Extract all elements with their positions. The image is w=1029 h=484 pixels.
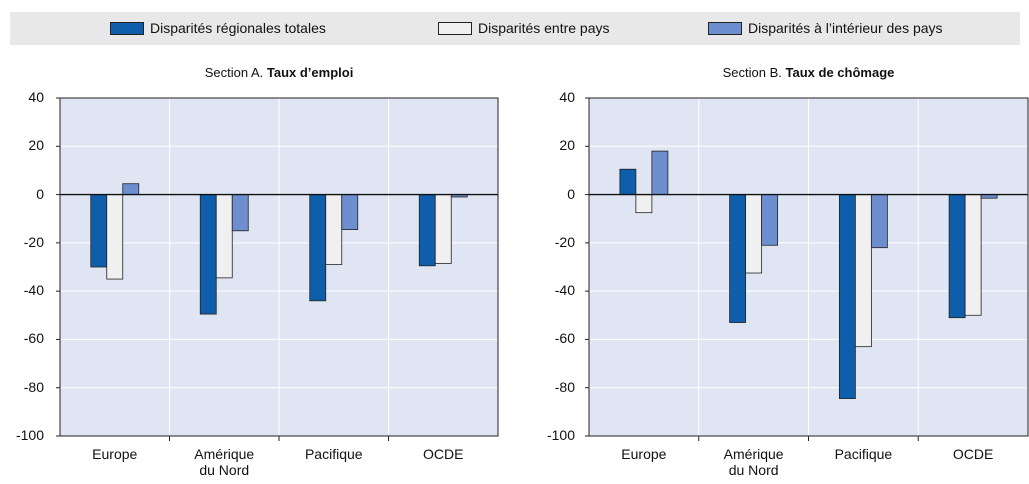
bar: [434, 194, 452, 264]
chart-title-block: Section A. Taux d’emploi: [205, 65, 354, 80]
bar: [651, 150, 669, 195]
legend-label: Disparités entre pays: [478, 20, 610, 36]
y-tick-label: 0: [36, 185, 44, 202]
y-tick-label: -100: [546, 427, 575, 443]
bar: [122, 183, 140, 195]
bar: [215, 194, 233, 279]
y-tick-label: -20: [554, 233, 575, 250]
y-tick-label: -40: [554, 282, 575, 299]
x-tick-label: Pacifique: [304, 446, 363, 462]
y-tick-label: -100: [15, 427, 44, 443]
bar: [635, 194, 653, 214]
y-tick-label: 40: [28, 89, 44, 105]
y-tick-label: 0: [567, 185, 575, 202]
bar: [745, 194, 763, 274]
bar: [199, 194, 217, 315]
bar: [838, 194, 856, 399]
bar: [231, 194, 249, 232]
x-tick-label: Europe: [621, 446, 667, 462]
bar: [418, 194, 436, 267]
y-tick-label: 20: [28, 137, 44, 154]
x-tick-label: OCDE: [952, 446, 994, 462]
y-tick-label: 20: [559, 137, 575, 154]
plot-frame: [59, 97, 499, 437]
legend-item: Disparités entre pays: [438, 20, 610, 36]
bar: [341, 194, 359, 230]
section-label: Section A.: [204, 65, 264, 80]
chart-title: Taux de chômage: [785, 65, 895, 80]
chart-title-block: Section B. Taux de chômage: [723, 65, 895, 80]
y-tick-label: -20: [23, 233, 44, 250]
bar: [964, 194, 982, 316]
bar: [870, 194, 888, 249]
legend-item: Disparités à l’intérieur des pays: [708, 20, 943, 36]
bar: [325, 194, 343, 265]
y-tick-label: -80: [23, 378, 44, 395]
y-tick-label: -60: [554, 330, 575, 347]
bar: [619, 168, 637, 195]
legend-item: Disparités régionales totales: [110, 20, 326, 36]
y-tick-label: 40: [559, 89, 575, 105]
bar: [106, 194, 124, 280]
legend-label: Disparités régionales totales: [150, 20, 326, 36]
legend-label: Disparités à l’intérieur des pays: [748, 20, 943, 36]
legend-swatch: [438, 21, 472, 35]
legend-swatch: [110, 21, 144, 35]
y-tick-label: -40: [23, 282, 44, 299]
bar: [309, 194, 327, 302]
section-label: Section B.: [722, 65, 782, 80]
chart-title: Taux d’emploi: [266, 65, 354, 80]
plot-frame: [588, 97, 1029, 437]
x-tick-label: Europe: [92, 446, 138, 462]
bar: [854, 194, 872, 348]
y-tick-label: -80: [554, 378, 575, 395]
x-tick-label: OCDE: [423, 446, 464, 462]
x-tick-label: Pacifique: [834, 446, 893, 462]
legend: Disparités régionales totales Disparités …: [10, 12, 1020, 45]
y-tick-label: -60: [23, 330, 44, 347]
x-tick-label: Amérique du Nord: [194, 446, 255, 478]
x-tick-label: Amérique du Nord: [723, 446, 784, 478]
bar: [948, 194, 966, 319]
bar: [761, 194, 779, 246]
bar: [90, 194, 108, 268]
bar: [729, 194, 747, 323]
legend-swatch: [708, 21, 742, 35]
